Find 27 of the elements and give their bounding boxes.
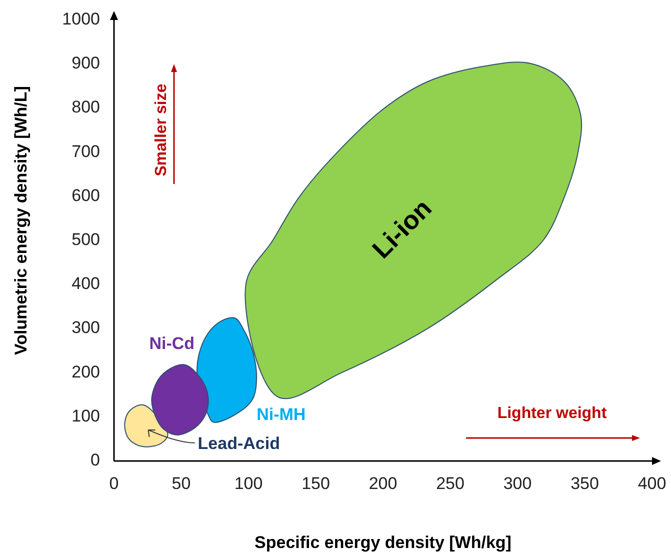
x-tick-label: 300 (503, 474, 532, 493)
x-axis-title: Specific energy density [Wh/kg] (254, 533, 512, 552)
annotation: Smaller size (153, 84, 170, 176)
y-tick-label: 0 (90, 450, 100, 470)
x-tick-label: 0 (109, 474, 119, 493)
series-label: Ni-Cd (149, 334, 195, 353)
y-tick-label: 700 (72, 142, 100, 161)
x-tick-label: 250 (436, 474, 464, 493)
x-tick-label: 50 (172, 474, 191, 493)
y-axis-title: Volumetric energy density [Wh/L] (11, 86, 30, 355)
series-label: Lead-Acid (198, 434, 280, 453)
y-tick-label: 200 (72, 362, 100, 382)
y-tick-label: 100 (72, 406, 100, 426)
x-tick-label: 400 (638, 474, 666, 493)
x-tick-label: 100 (234, 474, 263, 493)
y-tick-label: 400 (72, 274, 100, 294)
x-tick-label: 150 (302, 474, 330, 493)
y-tick-label: 900 (72, 54, 100, 73)
x-tick-label: 350 (570, 474, 599, 493)
annotation: Lighter weight (497, 405, 608, 422)
y-tick-label: 300 (72, 318, 100, 338)
y-tick-label: 1000 (62, 9, 100, 28)
y-tick-label: 600 (72, 186, 100, 205)
y-tick-label: 500 (72, 230, 100, 249)
x-tick-label: 200 (368, 474, 398, 493)
series-label: Ni-MH (256, 405, 306, 424)
y-tick-label: 800 (72, 98, 100, 117)
